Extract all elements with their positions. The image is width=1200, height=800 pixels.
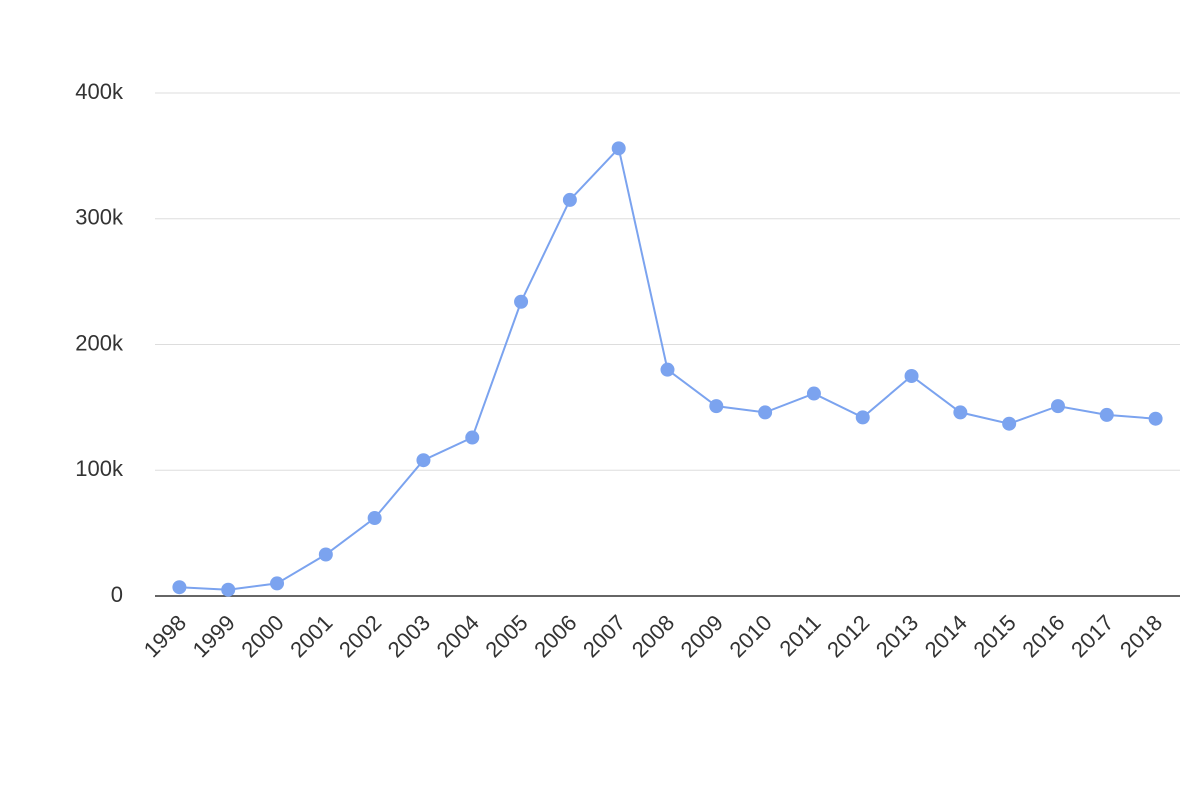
data-point bbox=[709, 399, 724, 414]
data-point bbox=[367, 511, 382, 526]
data-point bbox=[172, 580, 187, 595]
data-point bbox=[1099, 407, 1114, 422]
data-point bbox=[953, 405, 968, 420]
y-tick-label: 400k bbox=[75, 79, 124, 104]
x-tick-label: 2000 bbox=[236, 610, 288, 662]
x-tick-label: 2003 bbox=[383, 610, 435, 662]
y-tick-label: 0 bbox=[111, 582, 123, 607]
data-point bbox=[1148, 411, 1163, 426]
x-tick-label: 1998 bbox=[139, 610, 191, 662]
data-point bbox=[562, 192, 577, 207]
x-tick-label: 1999 bbox=[188, 610, 240, 662]
x-tick-label: 2014 bbox=[920, 610, 972, 662]
x-tick-label: 2009 bbox=[676, 610, 728, 662]
data-point bbox=[904, 368, 919, 383]
x-tick-label: 2012 bbox=[822, 610, 874, 662]
x-tick-label: 2007 bbox=[578, 610, 630, 662]
data-point bbox=[758, 405, 773, 420]
x-tick-label: 2015 bbox=[969, 610, 1021, 662]
x-tick-label: 2008 bbox=[627, 610, 679, 662]
x-tick-label: 2017 bbox=[1066, 610, 1118, 662]
data-point bbox=[1050, 399, 1065, 414]
y-tick-label: 200k bbox=[75, 330, 124, 355]
y-tick-label: 300k bbox=[75, 205, 124, 230]
data-point bbox=[611, 141, 626, 156]
x-tick-label: 2011 bbox=[774, 610, 825, 661]
data-point bbox=[1002, 416, 1017, 431]
x-tick-label: 2016 bbox=[1017, 610, 1069, 662]
data-point bbox=[514, 294, 529, 309]
data-point bbox=[270, 576, 285, 591]
x-tick-label: 2010 bbox=[724, 610, 776, 662]
data-point bbox=[221, 582, 236, 597]
data-point bbox=[660, 362, 675, 377]
x-tick-label: 2002 bbox=[334, 610, 386, 662]
x-tick-label: 2004 bbox=[432, 610, 484, 662]
x-tick-label: 2013 bbox=[871, 610, 923, 662]
x-tick-label: 2006 bbox=[529, 610, 581, 662]
y-tick-label: 100k bbox=[75, 456, 124, 481]
x-tick-label: 2001 bbox=[285, 610, 337, 662]
data-point bbox=[318, 547, 333, 562]
x-tick-label: 2018 bbox=[1115, 610, 1167, 662]
data-point bbox=[465, 430, 480, 445]
x-tick-label: 2005 bbox=[480, 610, 532, 662]
data-point bbox=[855, 410, 870, 425]
data-point bbox=[416, 453, 431, 468]
data-point bbox=[806, 386, 821, 401]
